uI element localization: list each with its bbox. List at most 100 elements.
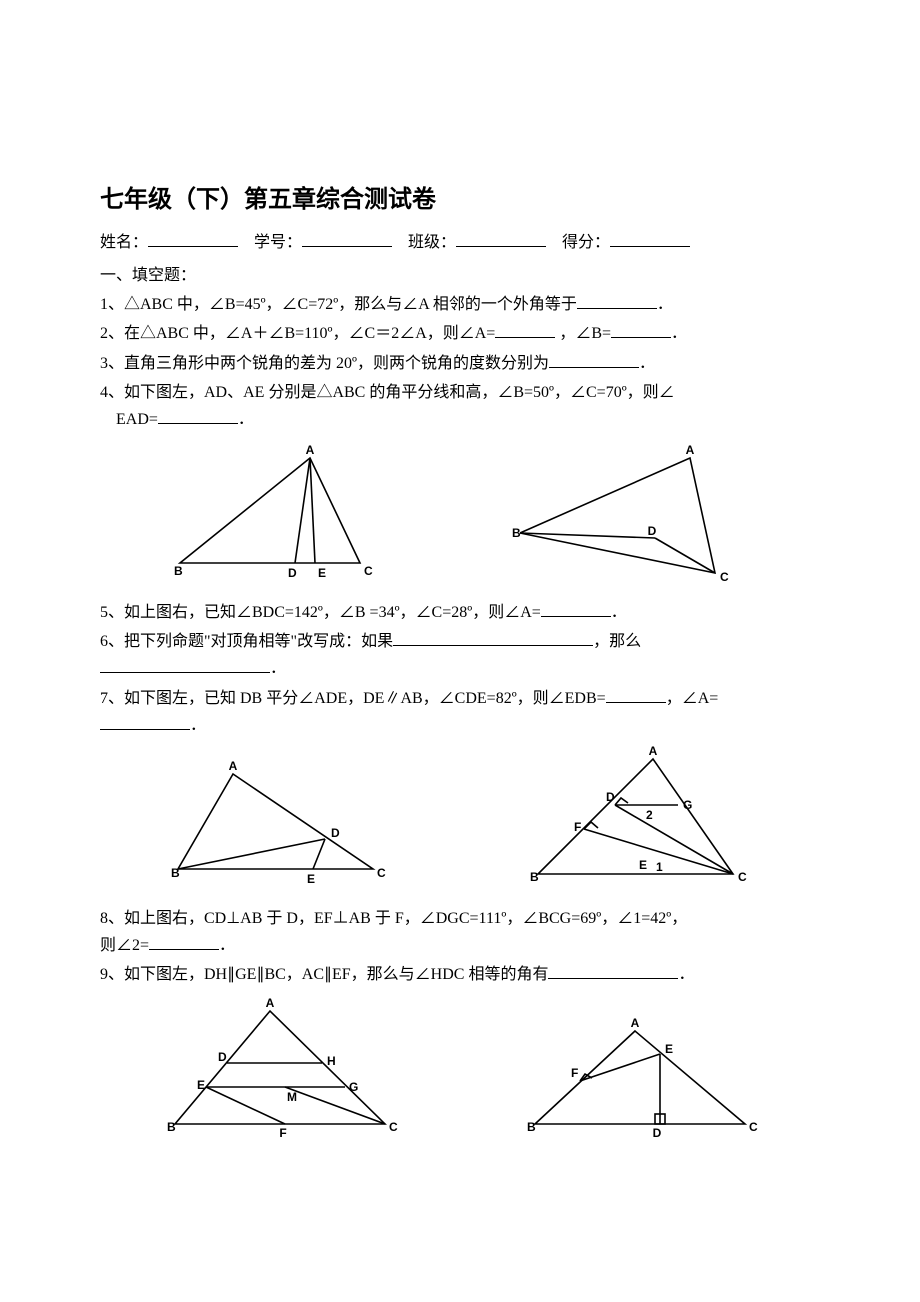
label-B: B	[171, 866, 180, 880]
q7b-text: ，∠A=	[666, 690, 719, 707]
figure-row-2: A B C D E A B C D G F E 1 2	[100, 749, 820, 889]
q6b-text: ，那么	[593, 633, 641, 650]
name-label: 姓名：	[100, 234, 148, 251]
label-G: G	[683, 798, 692, 812]
class-blank[interactable]	[456, 229, 546, 247]
name-blank[interactable]	[148, 229, 238, 247]
label-H: H	[327, 1054, 336, 1068]
label-A: A	[631, 1016, 640, 1030]
label-E: E	[665, 1042, 673, 1056]
figure-q4: A B C D E	[160, 443, 380, 583]
q6-end: ．	[270, 660, 286, 677]
q2-blank-2[interactable]	[611, 321, 671, 339]
question-5: 5、如上图右，已知∠BDC=142º，∠B =34º，∠C=28º，则∠A= ．	[100, 599, 820, 626]
question-8: 8、如上图右，CD⊥AB 于 D，EF⊥AB 于 F，∠DGC=111º，∠BC…	[100, 905, 820, 959]
q5a-text: 5、如上图右，已知∠BDC=142º，∠B =34º，∠C=28º，则∠A=	[100, 604, 541, 621]
label-F: F	[571, 1066, 578, 1080]
q4a-text: 4、如下图左，AD、AE 分别是△ABC 的角平分线和高，∠B=50º，∠C=7…	[100, 384, 675, 401]
label-D: D	[218, 1050, 227, 1064]
question-4: 4、如下图左，AD、AE 分别是△ABC 的角平分线和高，∠B=50º，∠C=7…	[100, 379, 820, 433]
label-B: B	[530, 870, 539, 884]
q8-end: ．	[219, 937, 235, 954]
label-C: C	[377, 866, 386, 880]
figure-q9: A B C D H E G M F	[155, 999, 405, 1139]
q2-blank-1[interactable]	[495, 321, 555, 339]
page-title: 七年级（下）第五章综合测试卷	[100, 180, 820, 221]
label-D: D	[331, 826, 340, 840]
q1-text: 1、△ABC 中，∠B=45º，∠C=72º，那么与∠A 相邻的一个外角等于	[100, 296, 577, 313]
q1-blank[interactable]	[577, 292, 657, 310]
q3-end: ．	[639, 355, 655, 372]
label-A: A	[686, 443, 695, 457]
label-E: E	[306, 872, 314, 886]
section-1-head: 一、填空题：	[100, 262, 820, 289]
label-B: B	[512, 526, 521, 540]
score-blank[interactable]	[610, 229, 690, 247]
label-A: A	[648, 744, 657, 758]
label-1: 1	[656, 860, 663, 874]
figure-row-1: A B C D E A B C D	[100, 443, 820, 583]
class-label: 班级：	[408, 234, 456, 251]
question-2: 2、在△ABC 中，∠A＋∠B=110º，∠C＝2∠A，则∠A= ，∠B= ．	[100, 320, 820, 347]
label-B: B	[174, 564, 183, 578]
question-3: 3、直角三角形中两个锐角的差为 20º，则两个锐角的度数分别为 ．	[100, 350, 820, 377]
label-B: B	[527, 1120, 536, 1134]
q7-end: ．	[190, 717, 206, 734]
label-C: C	[720, 570, 729, 584]
label-F: F	[574, 820, 581, 834]
label-D: D	[606, 790, 615, 804]
figure-q10: A B C E F D	[515, 1019, 765, 1139]
question-7: 7、如下图左，已知 DB 平分∠ADE，DE∥AB，∠CDE=82º，则∠EDB…	[100, 685, 820, 739]
question-6: 6、把下列命题"对顶角相等"改写成：如果 ，那么 ．	[100, 628, 820, 682]
figure-q7: A B C D E	[163, 759, 393, 889]
figure-row-3: A B C D H E G M F A B C E F D	[100, 999, 820, 1139]
label-2: 2	[646, 808, 653, 822]
q5-end: ．	[611, 604, 627, 621]
q8b-text: 则∠2=	[100, 937, 149, 954]
q2b-text: ，∠B=	[559, 325, 611, 342]
figure-q8: A B C D G F E 1 2	[518, 749, 758, 889]
label-B: B	[167, 1120, 176, 1134]
q3-text: 3、直角三角形中两个锐角的差为 20º，则两个锐角的度数分别为	[100, 355, 549, 372]
q3-blank[interactable]	[549, 350, 639, 368]
id-blank[interactable]	[302, 229, 392, 247]
label-A: A	[266, 996, 275, 1010]
label-D: D	[653, 1126, 662, 1140]
meta-line: 姓名： 学号： 班级： 得分：	[100, 229, 820, 256]
q2-end: ．	[671, 325, 687, 342]
id-label: 学号：	[254, 234, 302, 251]
label-C: C	[389, 1120, 398, 1134]
q4-end: ．	[238, 411, 254, 428]
label-C: C	[738, 870, 747, 884]
q8a-text: 8、如上图右，CD⊥AB 于 D，EF⊥AB 于 F，∠DGC=111º，∠BC…	[100, 910, 687, 927]
label-C: C	[749, 1120, 758, 1134]
q9-blank[interactable]	[548, 962, 678, 980]
label-E: E	[197, 1078, 205, 1092]
q5-blank[interactable]	[541, 600, 611, 618]
q7-blank-1[interactable]	[606, 685, 666, 703]
label-D: D	[288, 566, 297, 580]
label-C: C	[364, 564, 373, 578]
q8-blank[interactable]	[149, 933, 219, 951]
q1-end: ．	[657, 296, 673, 313]
label-E: E	[638, 858, 646, 872]
q4b-text: EAD=	[100, 411, 158, 428]
figure-q5: A B C D	[500, 443, 760, 583]
q4-blank[interactable]	[158, 406, 238, 424]
label-D: D	[648, 524, 657, 538]
q7a-text: 7、如下图左，已知 DB 平分∠ADE，DE∥AB，∠CDE=82º，则∠EDB…	[100, 690, 606, 707]
q6-blank-1[interactable]	[393, 629, 593, 647]
label-F: F	[279, 1126, 286, 1140]
q6a-text: 6、把下列命题"对顶角相等"改写成：如果	[100, 633, 393, 650]
q6-blank-2[interactable]	[100, 656, 270, 674]
q9a-text: 9、如下图左，DH∥GE∥BC，AC∥EF，那么与∠HDC 相等的角有	[100, 966, 548, 983]
label-E: E	[318, 566, 326, 580]
label-A: A	[228, 759, 237, 773]
q2a-text: 2、在△ABC 中，∠A＋∠B=110º，∠C＝2∠A，则∠A=	[100, 325, 495, 342]
label-M: M	[287, 1090, 297, 1104]
q7-blank-2[interactable]	[100, 712, 190, 730]
label-G: G	[349, 1080, 358, 1094]
label-A: A	[306, 443, 315, 457]
score-label: 得分：	[562, 234, 610, 251]
q9-end: ．	[678, 966, 694, 983]
